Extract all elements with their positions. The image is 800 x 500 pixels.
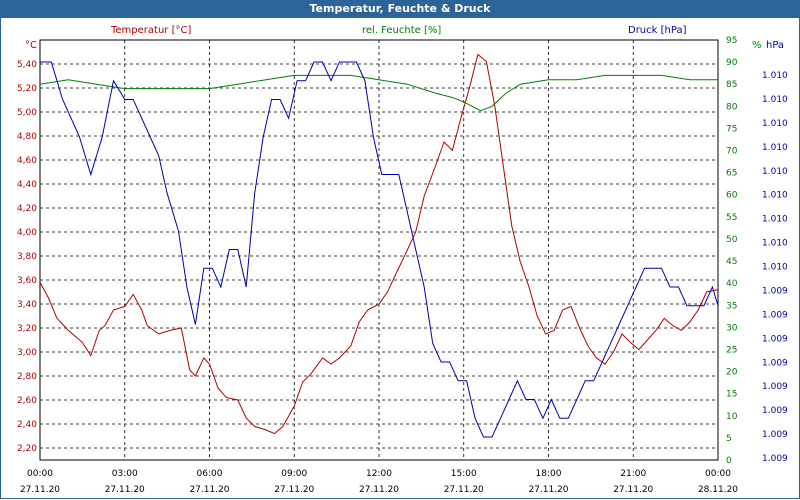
left-tick-label: 4,80 <box>17 132 37 142</box>
left-tick-label: 5,40 <box>17 60 37 70</box>
right1-tick-label: 45 <box>726 257 737 267</box>
x-date-label: 27.11.20 <box>444 485 484 495</box>
x-tick-label: 15:00 <box>451 469 477 479</box>
right1-tick-label: 25 <box>726 345 737 355</box>
x-tick-label: 03:00 <box>112 469 138 479</box>
right1-tick-label: 0 <box>726 456 732 466</box>
right2-tick-label: 1.009 <box>762 454 788 464</box>
right2-tick-label: 1.009 <box>762 430 788 440</box>
right1-tick-label: 95 <box>726 36 737 46</box>
right2-tick-label: 1.009 <box>762 358 788 368</box>
right2-tick-label: 1.009 <box>762 286 788 296</box>
right1-tick-label: 20 <box>726 368 738 378</box>
left-tick-label: 2,40 <box>17 420 37 430</box>
right1-axis-unit: % <box>752 40 762 51</box>
pressure-line <box>40 61 719 438</box>
left-tick-label: 3,00 <box>17 348 37 358</box>
right2-tick-label: 1.009 <box>762 334 788 344</box>
x-date-label: 27.11.20 <box>359 485 399 495</box>
x-date-label: 27.11.20 <box>189 485 229 495</box>
right1-tick-label: 15 <box>726 390 737 400</box>
left-tick-label: 5,20 <box>17 84 37 94</box>
legend-humidity: rel. Feuchte [%] <box>362 25 442 36</box>
right2-tick-label: 1.010 <box>762 71 788 81</box>
x-tick-label: 00:00 <box>27 469 53 479</box>
right1-tick-label: 35 <box>726 301 737 311</box>
right2-tick-label: 1.010 <box>762 119 788 129</box>
x-date-label: 27.11.20 <box>528 485 568 495</box>
right1-tick-label: 10 <box>726 412 738 422</box>
right1-tick-label: 70 <box>726 147 738 157</box>
x-tick-label: 00:00 <box>705 469 731 479</box>
left-tick-label: 4,40 <box>17 180 37 190</box>
left-tick-label: 4,20 <box>17 204 37 214</box>
x-tick-label: 12:00 <box>366 469 392 479</box>
right2-tick-label: 1.009 <box>762 310 788 320</box>
right2-tick-label: 1.010 <box>762 239 788 249</box>
right2-tick-label: 1.010 <box>762 263 788 273</box>
right2-tick-label: 1.010 <box>762 215 788 225</box>
x-date-label: 27.11.20 <box>274 485 314 495</box>
x-date-label: 27.11.20 <box>105 485 145 495</box>
right1-tick-label: 65 <box>726 169 737 179</box>
left-tick-label: 5,00 <box>17 108 37 118</box>
right1-tick-label: 60 <box>726 191 738 201</box>
left-tick-label: 2,20 <box>17 444 37 454</box>
right1-tick-label: 50 <box>726 235 738 245</box>
legend-temperature: Temperatur [°C] <box>111 25 192 36</box>
right2-tick-label: 1.009 <box>762 382 788 392</box>
x-date-label: 28.11.20 <box>698 485 738 495</box>
right1-tick-label: 85 <box>726 80 737 90</box>
left-tick-label: 3,60 <box>17 276 37 286</box>
x-tick-label: 09:00 <box>281 469 307 479</box>
right1-tick-label: 90 <box>726 58 738 68</box>
left-tick-label: 3,80 <box>17 252 37 262</box>
right2-tick-label: 1.010 <box>762 191 788 201</box>
left-tick-label: 3,40 <box>17 300 37 310</box>
right1-tick-label: 5 <box>726 434 732 444</box>
right1-tick-label: 80 <box>726 102 738 112</box>
left-axis-unit: °C <box>25 40 37 51</box>
x-date-label: 27.11.20 <box>613 485 653 495</box>
right1-tick-label: 40 <box>726 279 738 289</box>
x-tick-label: 18:00 <box>536 469 562 479</box>
right1-tick-label: 30 <box>726 323 738 333</box>
right1-tick-label: 75 <box>726 124 737 134</box>
window-title: Temperatur, Feuchte & Druck <box>0 0 800 18</box>
legend-pressure: Druck [hPa] <box>628 25 687 36</box>
right2-axis-unit: hPa <box>766 40 785 51</box>
left-tick-label: 2,80 <box>17 372 37 382</box>
left-tick-label: 2,60 <box>17 396 37 406</box>
x-tick-label: 06:00 <box>197 469 223 479</box>
right2-tick-label: 1.010 <box>762 167 788 177</box>
humidity-line <box>39 74 718 112</box>
right2-tick-label: 1.010 <box>762 143 788 153</box>
right2-tick-label: 1.010 <box>762 95 788 105</box>
left-tick-label: 3,20 <box>17 324 37 334</box>
temperature-line <box>39 53 719 435</box>
x-date-label: 27.11.20 <box>20 485 60 495</box>
left-tick-label: 4,60 <box>17 156 37 166</box>
right2-tick-label: 1.009 <box>762 406 788 416</box>
x-tick-label: 21:00 <box>620 469 646 479</box>
left-tick-label: 4,00 <box>17 228 37 238</box>
right1-tick-label: 55 <box>726 213 737 223</box>
